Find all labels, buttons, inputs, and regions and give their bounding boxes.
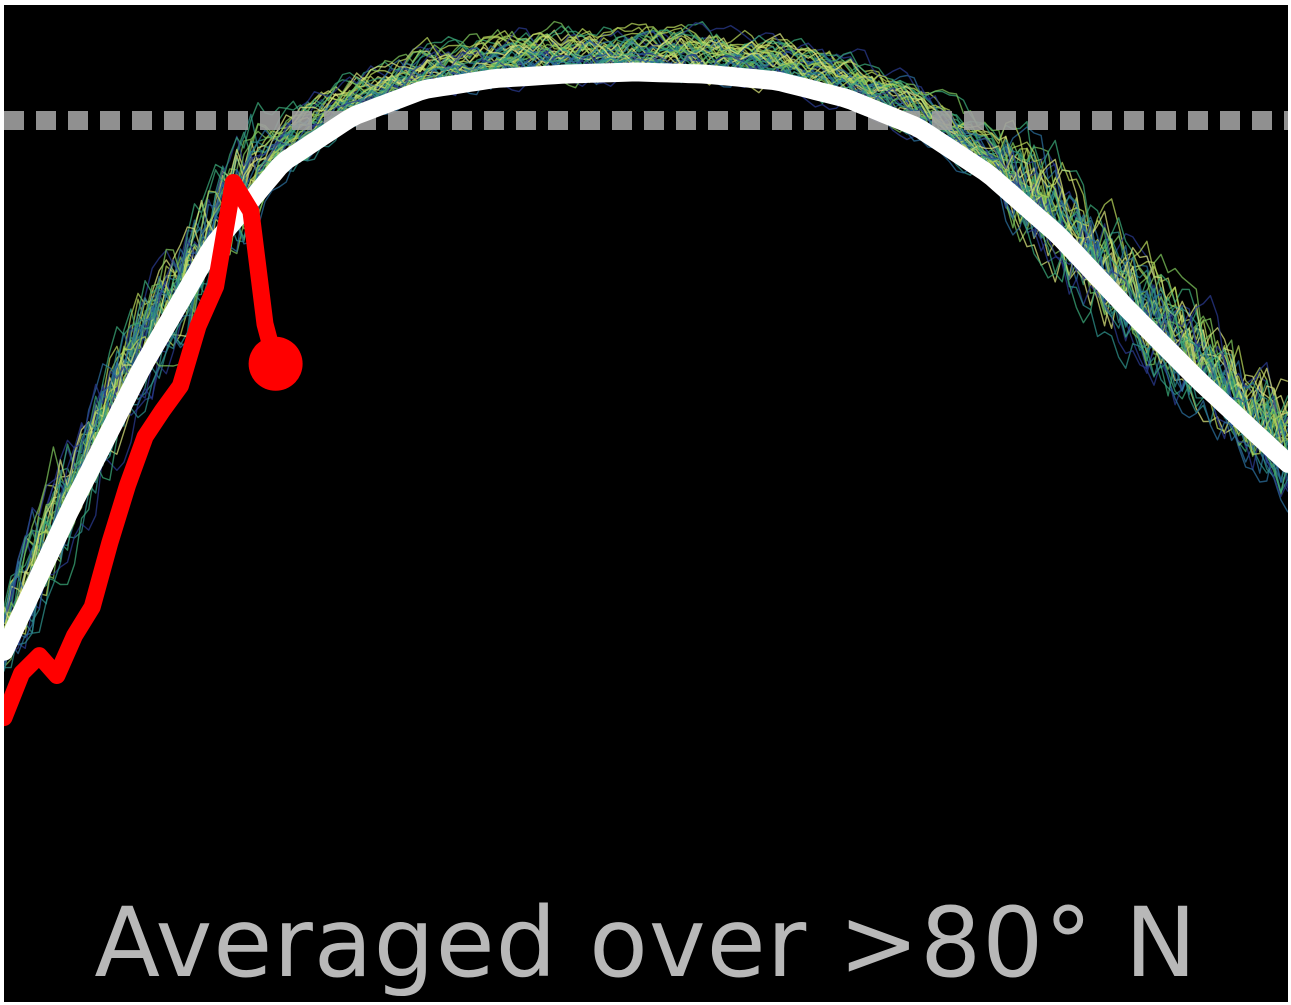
ensemble-line (4, 22, 1288, 623)
chart-frame: Averaged over >80° N (4, 5, 1288, 1002)
ensemble-line (4, 53, 1288, 672)
current-year-line (4, 174, 285, 727)
chart-plot (4, 20, 1288, 727)
ensemble-line (4, 30, 1288, 619)
current-year-end-marker (248, 336, 303, 391)
ensemble-line (4, 52, 1288, 670)
chart-caption: Averaged over >80° N (94, 887, 1198, 999)
mean-climatology-line (4, 62, 1288, 661)
ensemble-line (4, 21, 1288, 628)
